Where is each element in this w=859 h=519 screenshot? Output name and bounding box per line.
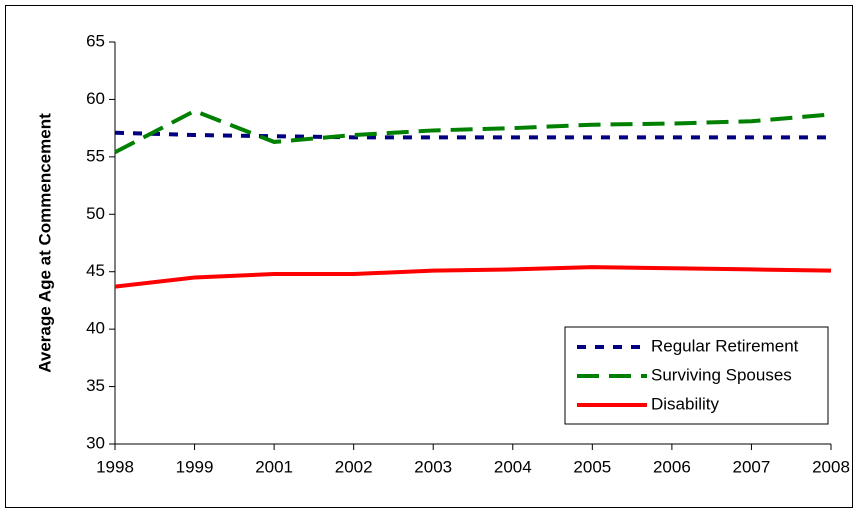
y-tick-label: 50 xyxy=(86,204,105,223)
x-tick-label: 1998 xyxy=(96,457,134,476)
legend-box xyxy=(564,326,829,425)
legend-label: Regular Retirement xyxy=(651,336,799,355)
x-tick-label: 2002 xyxy=(335,457,373,476)
x-tick-label: 2001 xyxy=(255,457,293,476)
line-series xyxy=(114,265,832,289)
y-tick-label: 35 xyxy=(86,376,105,395)
x-tick-label: 1999 xyxy=(176,457,214,476)
y-tick-label: 60 xyxy=(86,89,105,108)
y-tick-label: 45 xyxy=(86,261,105,280)
legend-label: Disability xyxy=(651,394,720,413)
y-tick-label: 40 xyxy=(86,319,105,338)
y-tick-label: 55 xyxy=(86,146,105,165)
x-tick-label: 2006 xyxy=(653,457,691,476)
legend-label: Surviving Spouses xyxy=(651,365,792,384)
line-series xyxy=(114,108,832,155)
chart-border xyxy=(5,5,853,508)
y-tick-label: 30 xyxy=(86,433,105,452)
y-axis-label: Average Age at Commencement xyxy=(35,113,54,373)
x-tick-label: 2008 xyxy=(812,457,850,476)
y-tick-label: 65 xyxy=(86,31,105,50)
x-tick-label: 2005 xyxy=(573,457,611,476)
x-tick-label: 2004 xyxy=(494,457,532,476)
x-tick-label: 2007 xyxy=(733,457,771,476)
x-tick-label: 2003 xyxy=(414,457,452,476)
line-series xyxy=(114,130,831,140)
